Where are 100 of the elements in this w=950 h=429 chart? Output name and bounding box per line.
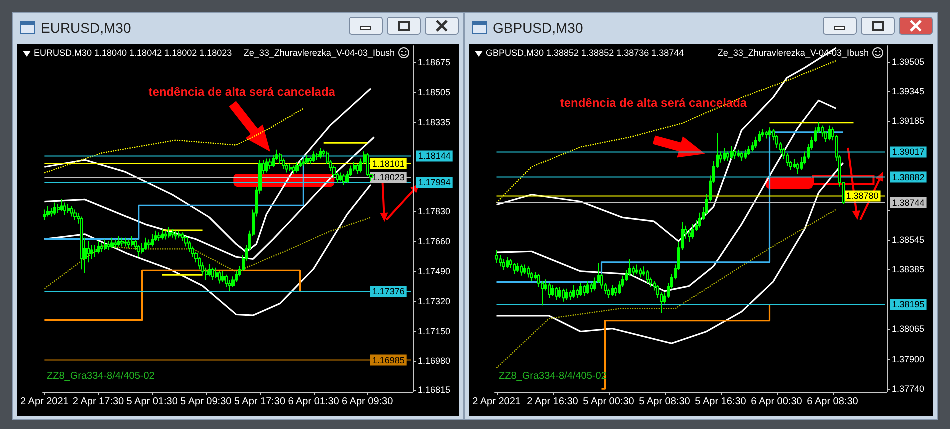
y-tick-label: 1.17660	[418, 236, 451, 246]
candlestick	[120, 237, 124, 248]
candlestick	[73, 209, 77, 221]
candlestick	[527, 266, 530, 278]
y-tick-label: 1.38385	[892, 264, 925, 274]
candlestick	[94, 244, 97, 258]
ref-line-label: 1.39017	[892, 147, 925, 158]
candlestick	[730, 146, 733, 160]
candlestick	[302, 158, 305, 166]
y-tick-label: 1.39345	[892, 86, 925, 96]
candlestick	[104, 239, 107, 251]
candlestick	[558, 286, 561, 299]
candlestick	[555, 286, 558, 301]
candlestick	[161, 228, 164, 240]
chart-title: GBPUSD,M30	[493, 20, 584, 36]
x-tick-label: 2 Apr 16:30	[527, 396, 579, 408]
x-tick-label: 5 Apr 09:30	[180, 396, 232, 408]
candlestick	[828, 125, 831, 142]
ref-line-label: 1.38882	[892, 172, 925, 182]
y-tick-label: 1.16980	[418, 356, 451, 366]
y-tick-label: 1.39505	[892, 56, 925, 67]
candlestick	[312, 151, 315, 163]
candlestick	[513, 262, 516, 275]
candlestick	[211, 267, 214, 281]
candlestick	[737, 149, 740, 158]
candlestick	[646, 270, 649, 284]
candlestick	[635, 264, 638, 275]
y-tick-label: 1.39185	[892, 116, 925, 126]
candlestick	[265, 158, 268, 174]
candlestick	[124, 237, 127, 248]
ref-line-label: 1.16985	[372, 355, 405, 366]
candlestick	[70, 206, 73, 218]
candlestick	[292, 165, 295, 176]
x-tick-label: 2 Apr 2021	[20, 396, 70, 408]
candlestick	[506, 256, 509, 270]
candlestick	[100, 242, 103, 253]
x-tick-label: 6 Apr 09:30	[342, 396, 394, 408]
x-tick-label: 2 Apr 2021	[472, 396, 522, 408]
candlestick	[305, 154, 309, 164]
candlestick	[80, 216, 83, 270]
candlestick	[67, 204, 70, 214]
x-tick-label: 6 Apr 08:30	[807, 396, 859, 408]
candlestick	[733, 149, 736, 160]
candlestick	[495, 249, 498, 264]
y-tick-label: 1.37900	[892, 354, 925, 364]
candlestick	[60, 198, 63, 212]
candlestick	[572, 284, 575, 299]
ref-line-label: 1.18023	[372, 172, 405, 183]
line-series	[44, 88, 372, 253]
candlestick	[366, 152, 369, 177]
candlestick	[63, 202, 66, 216]
chart-title: EURUSD,M30	[41, 20, 132, 36]
candlestick	[765, 130, 768, 140]
candlestick	[744, 149, 747, 160]
candlestick	[747, 146, 750, 156]
ref-line-label: 1.38780	[846, 191, 879, 202]
candlestick	[611, 284, 614, 297]
candlestick	[218, 270, 221, 284]
candlestick	[562, 288, 565, 302]
x-tick-label: 2 Apr 17:30	[72, 396, 125, 408]
ref-line-label: 1.17994	[418, 178, 451, 188]
candlestick	[295, 162, 299, 174]
line-series	[496, 162, 844, 344]
ref-line-label: 1.18144	[418, 151, 451, 162]
candlestick	[289, 163, 292, 172]
candlestick	[768, 127, 771, 138]
candlestick	[144, 237, 147, 251]
candlestick	[114, 239, 117, 249]
line-series	[44, 217, 372, 290]
candlestick	[586, 280, 589, 295]
candlestick	[43, 209, 46, 221]
y-tick-label: 1.18505	[418, 88, 451, 98]
ref-line-label: 1.17376	[372, 286, 405, 296]
candlestick	[208, 264, 211, 278]
candlestick	[53, 202, 56, 216]
ref-line-label: 1.18101	[372, 158, 405, 169]
candlestick	[110, 237, 114, 249]
x-tick-label: 5 Apr 08:30	[639, 396, 691, 408]
candlestick	[127, 239, 130, 249]
y-tick-label: 1.37740	[892, 384, 925, 394]
candlestick	[107, 240, 110, 251]
candlestick	[157, 232, 161, 242]
chart-subtitle: GBPUSD,M30 1.38852 1.38852 1.38736 1.38744	[486, 48, 684, 58]
candlestick	[691, 224, 694, 240]
x-tick-label: 5 Apr 17:30	[234, 396, 286, 408]
candlestick	[723, 147, 726, 162]
y-tick-label: 1.17830	[418, 206, 451, 217]
line-series	[496, 100, 838, 292]
x-tick-label: 6 Apr 00:30	[751, 396, 803, 408]
y-tick-label: 1.17320	[418, 296, 451, 306]
y-tick-label: 1.18675	[418, 58, 451, 68]
line-series	[496, 209, 837, 369]
candlestick	[319, 148, 322, 160]
y-tick-label: 1.17150	[418, 326, 451, 336]
x-tick-label: 5 Apr 00:30	[583, 396, 635, 408]
candlestick	[516, 262, 519, 273]
y-tick-label: 1.38065	[892, 324, 925, 334]
candlestick	[268, 158, 272, 170]
y-tick-label: 1.17490	[418, 266, 451, 276]
candlestick	[117, 236, 120, 248]
